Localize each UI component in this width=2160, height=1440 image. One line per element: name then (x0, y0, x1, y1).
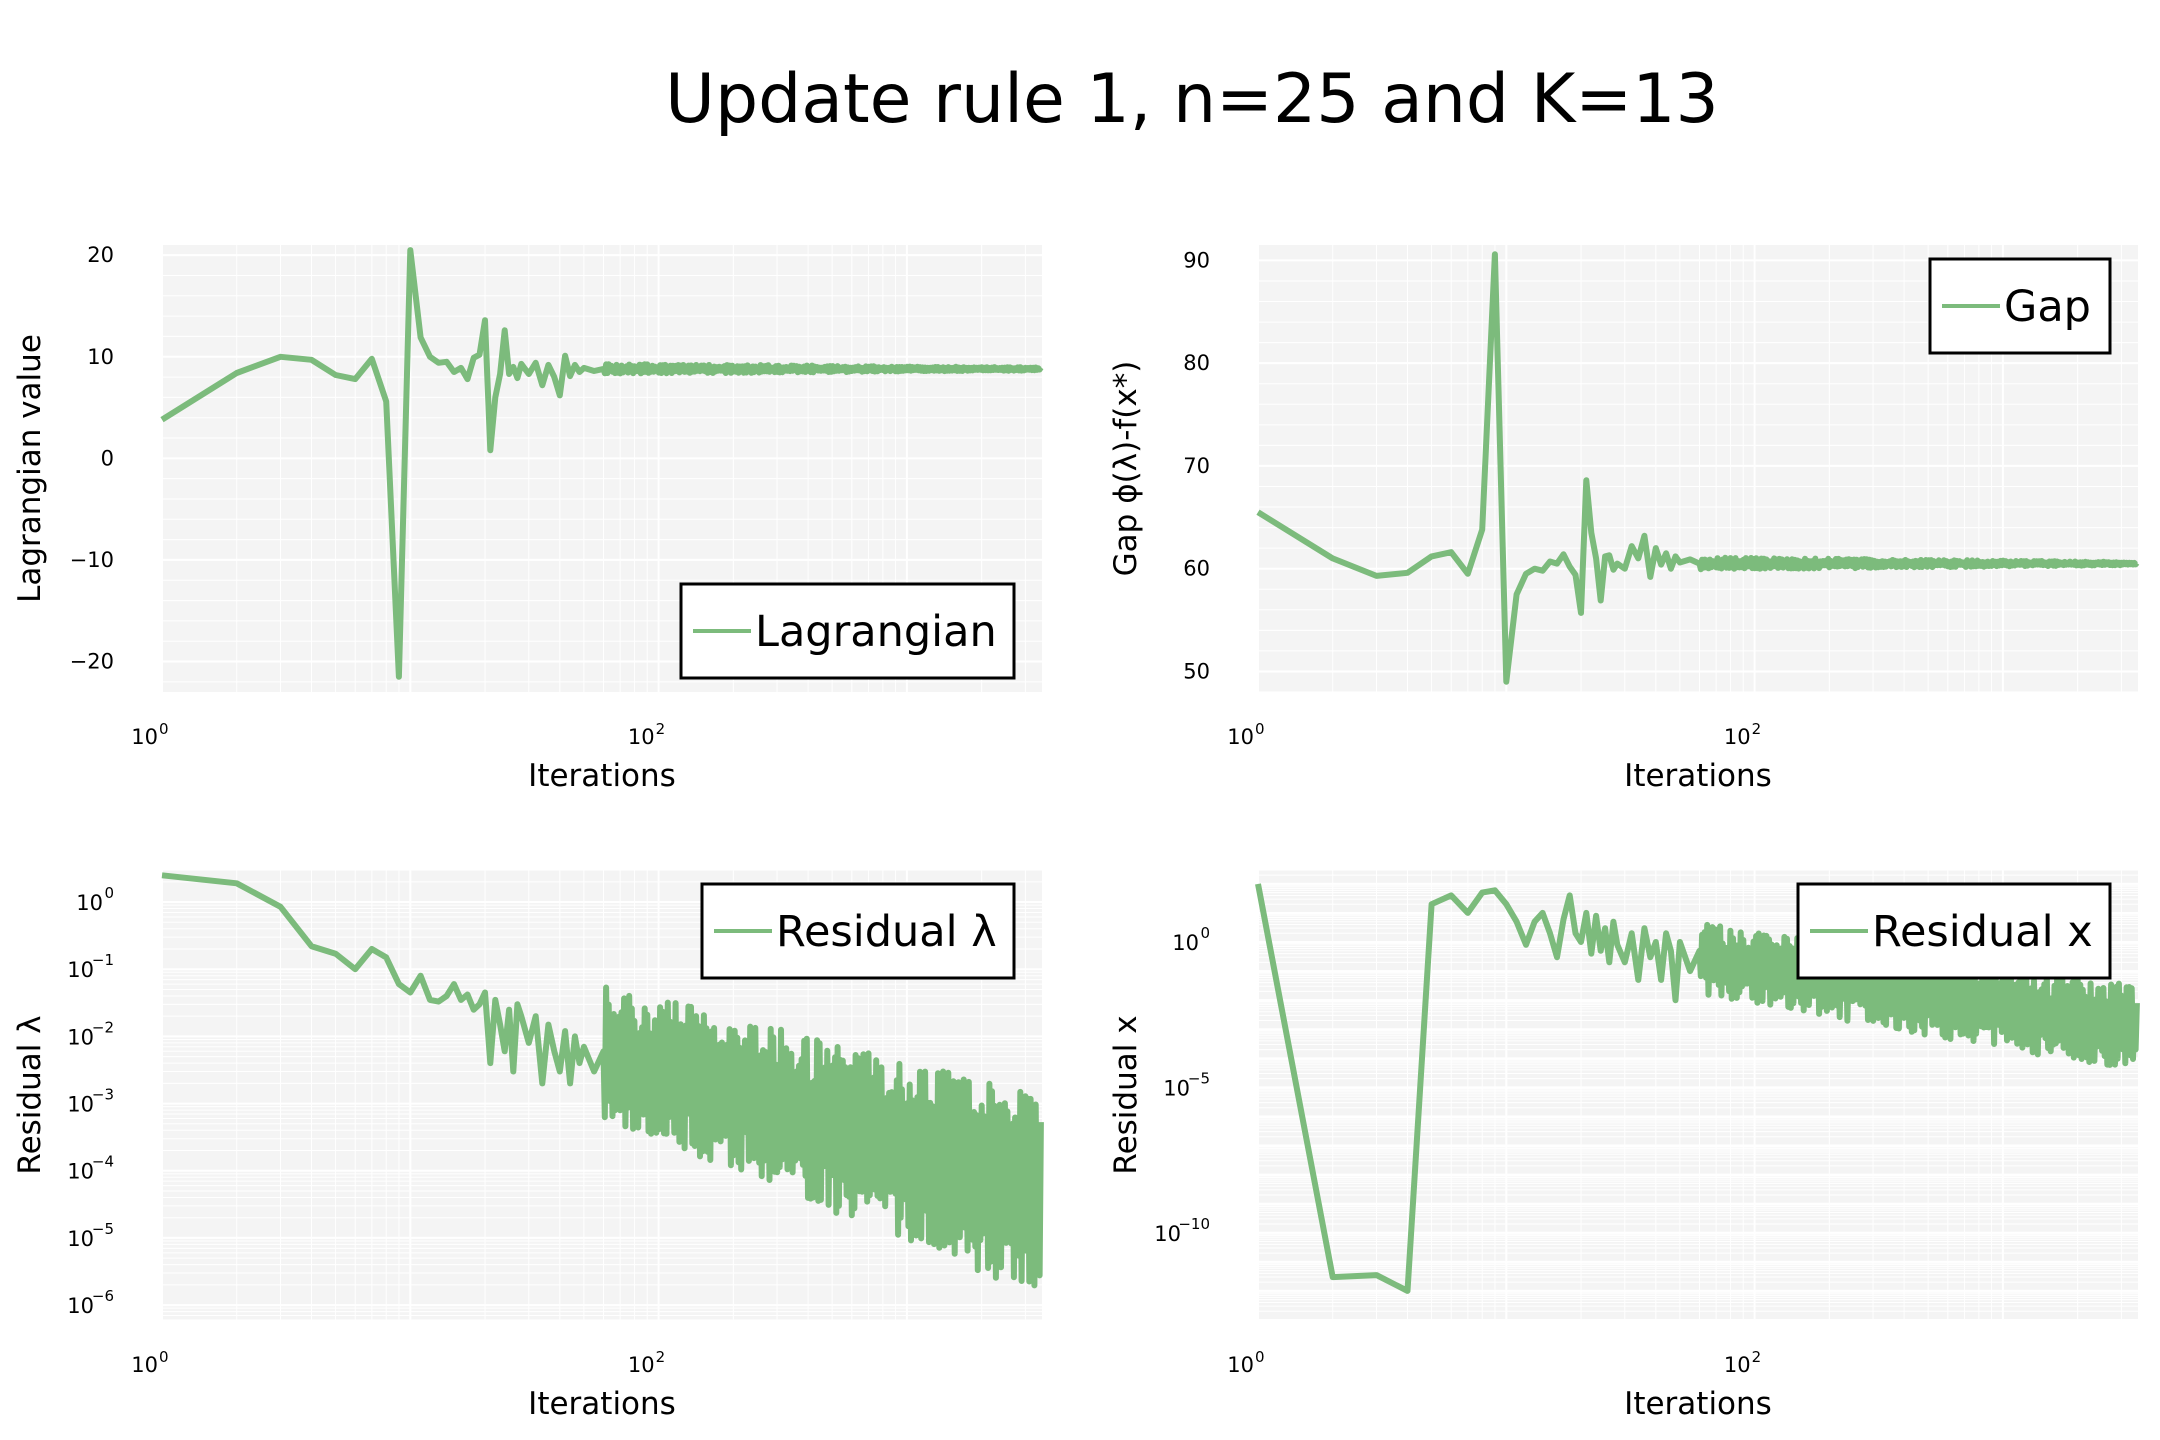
series-line-lagrangian (160, 247, 1044, 680)
y-tick-exp: −3 (92, 1086, 114, 1104)
x-tick-exp: 2 (1752, 1348, 1762, 1366)
y-tick-label: 0 (101, 446, 114, 470)
legend: Gap (1928, 257, 2112, 355)
x-tick-exp: 2 (656, 1348, 666, 1366)
y-tick-exp: −1 (92, 951, 114, 969)
y-tick-exp: −5 (92, 1220, 114, 1238)
x-tick-base: 10 (131, 1353, 158, 1377)
y-tick-exp: −2 (92, 1018, 114, 1036)
y-tick-exp: −4 (92, 1153, 114, 1171)
y-tick-base: 10 (76, 891, 103, 915)
x-tick-base: 10 (1724, 1353, 1751, 1377)
x-axis-label: Iterations (1624, 1386, 1772, 1422)
series-line-gap (1256, 251, 2140, 685)
y-tick-base: 10 (67, 1227, 94, 1251)
x-axis-label: Iterations (528, 1386, 676, 1422)
y-tick-label: −10 (70, 548, 114, 572)
y-tick-base: 10 (67, 1160, 94, 1184)
y-tick-base: 10 (67, 1093, 94, 1117)
x-tick-base: 10 (1227, 725, 1254, 749)
x-tick-exp: 0 (1255, 1348, 1265, 1366)
y-tick-exp: −6 (92, 1287, 114, 1305)
y-tick-base: 10 (67, 958, 94, 982)
x-tick-base: 10 (628, 1353, 655, 1377)
x-tick-base: 10 (1227, 1353, 1254, 1377)
y-tick-label: 70 (1183, 454, 1210, 478)
series-line-residual-lambda (161, 872, 1044, 1289)
y-tick-label: −20 (70, 650, 114, 674)
y-tick-label: 80 (1183, 351, 1210, 375)
x-tick-exp: 2 (1752, 720, 1762, 738)
x-tick-base: 10 (1724, 725, 1751, 749)
y-tick-base: 10 (1172, 931, 1199, 955)
y-axis-label: Gap ϕ(λ)-f(x*) (1108, 361, 1144, 577)
legend: Residual x (1796, 882, 2112, 980)
y-tick-exp: 0 (1200, 924, 1210, 942)
x-tick-exp: 0 (1255, 720, 1265, 738)
y-axis-label: Residual x (1108, 1015, 1144, 1174)
legend-label: Residual λ (776, 907, 997, 957)
legend: Lagrangian (679, 582, 1016, 680)
x-tick-base: 10 (131, 725, 158, 749)
y-tick-base: 10 (67, 1025, 94, 1049)
x-axis-label: Iterations (1624, 758, 1772, 794)
y-tick-base: 10 (1163, 1076, 1190, 1100)
y-tick-exp: 0 (104, 884, 114, 902)
y-axis-label: Residual λ (12, 1015, 48, 1174)
legend: Residual λ (700, 882, 1016, 980)
y-tick-base: 10 (1154, 1222, 1181, 1246)
x-tick-exp: 0 (159, 1348, 169, 1366)
y-tick-label: 20 (87, 243, 114, 267)
x-tick-exp: 2 (656, 720, 666, 738)
y-tick-label: 90 (1183, 248, 1210, 272)
y-axis-label: Lagrangian value (12, 334, 48, 603)
y-tick-exp: −10 (1178, 1215, 1210, 1233)
x-axis-label: Iterations (528, 758, 676, 794)
y-tick-label: 60 (1183, 557, 1210, 581)
legend-label: Gap (2004, 282, 2091, 332)
legend-label: Residual x (1872, 907, 2093, 957)
x-tick-base: 10 (628, 725, 655, 749)
panel-residual-lambda: 10 0 10 2010−110−210−310−410−510−610Iterati… (12, 869, 1044, 1422)
y-tick-exp: −5 (1188, 1069, 1210, 1087)
legend-label: Lagrangian (755, 607, 997, 657)
y-tick-label: 10 (87, 345, 114, 369)
y-tick-base: 10 (67, 1294, 94, 1318)
y-tick-label: 50 (1183, 659, 1210, 683)
x-tick-exp: 0 (159, 720, 169, 738)
grid (1257, 245, 2138, 693)
figure-title: Update rule 1, n=25 and K=13 (665, 60, 1719, 139)
